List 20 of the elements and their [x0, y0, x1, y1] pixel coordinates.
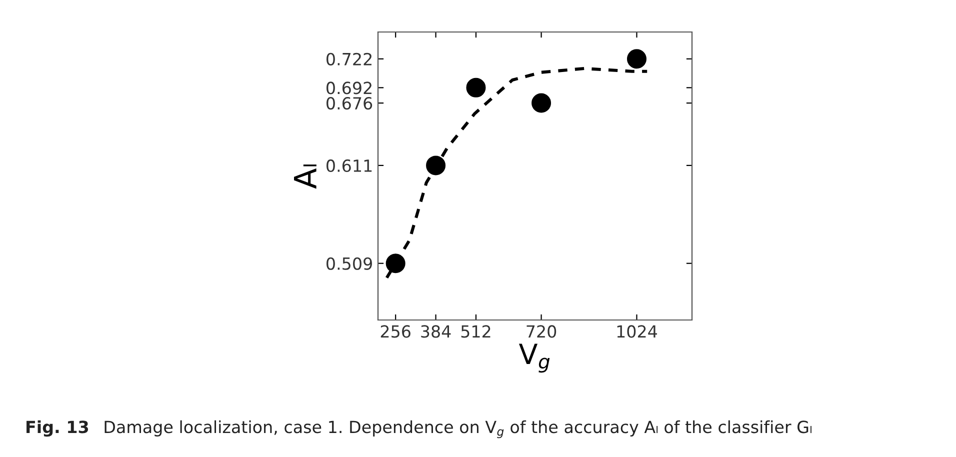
x-tick-label: 720 [526, 325, 556, 338]
y-tick-label: 0.722 [326, 52, 372, 66]
x-tick-label: 256 [380, 325, 410, 338]
x-tick-label: 1024 [617, 325, 658, 338]
caption: Fig. 13 [26, 420, 88, 437]
y-tick-label: 0.509 [326, 257, 372, 270]
x-tick-label: 384 [421, 325, 451, 338]
text: Damage localization, case 1. Dependence on V$_{g}$ [104, 420, 504, 438]
y-axis-title: Aₗ [294, 164, 316, 189]
y-tick-label: 0.611 [326, 159, 372, 172]
point [386, 254, 406, 274]
x-tick-label: 512 [461, 325, 490, 338]
point [532, 93, 552, 113]
point [466, 78, 486, 98]
y-tick-label: 0.692 [326, 82, 372, 94]
point [626, 49, 646, 69]
x-axis-title: V$_{g}$ [518, 344, 550, 373]
text: of the accuracy Aₗ of the classifier Gₗ [510, 420, 812, 436]
point [426, 156, 446, 176]
y-tick-label: 0.676 [326, 97, 372, 110]
